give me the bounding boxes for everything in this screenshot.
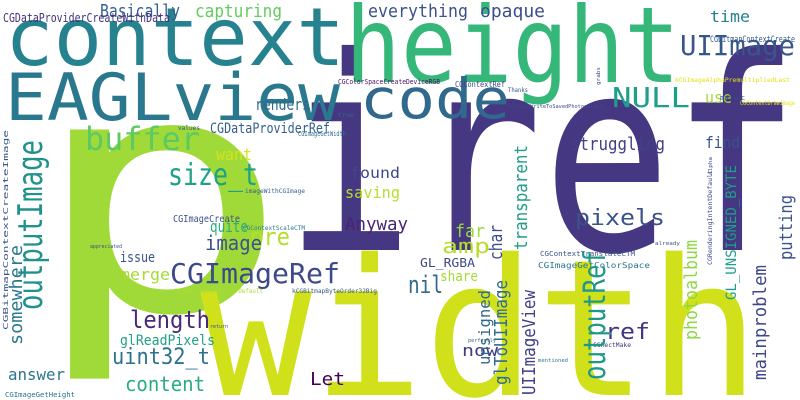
- word: NULL: [612, 81, 690, 114]
- word: CGBitmapContextCreateImage: [2, 130, 10, 330]
- word: Let: [310, 369, 345, 390]
- word: outputRef: [578, 250, 613, 380]
- word: CGDataProviderCreateWithData: [3, 11, 170, 25]
- word: use: [705, 88, 732, 107]
- word: answer: [8, 365, 65, 384]
- word: capturing: [195, 1, 282, 22]
- word: find: [705, 133, 740, 152]
- word: kCGImageAlphaPremultipliedLast: [675, 77, 790, 84]
- word: code: [360, 67, 510, 131]
- word: CGDataProviderRef: [210, 121, 330, 137]
- word: CGRenderingIntentDefault: [707, 170, 714, 265]
- word: time: [710, 7, 750, 26]
- word: true: [338, 112, 354, 119]
- word: pixels: [575, 206, 665, 231]
- word: far: [455, 221, 485, 242]
- word: merge: [120, 265, 170, 284]
- word: malloc: [720, 94, 745, 102]
- word: CGRectMake: [593, 342, 631, 349]
- word: imageWithCGImage: [245, 188, 305, 195]
- word: p: [30, 4, 290, 388]
- word: putting: [776, 195, 797, 260]
- word: Thanks: [508, 87, 528, 94]
- word: return: [210, 324, 228, 330]
- word: now: [462, 341, 498, 360]
- word: CGContextRef: [455, 80, 505, 89]
- word: Basically: [100, 1, 180, 22]
- word: perfectly: [468, 338, 496, 344]
- word: GL_RGBA: [420, 256, 476, 270]
- word: uint32_t: [112, 345, 210, 370]
- word: buffer: [85, 120, 200, 158]
- word: glReadPixels: [120, 333, 215, 349]
- word: CGBitmapContextCreate: [710, 35, 795, 45]
- word: length: [130, 306, 210, 334]
- word: kCGBitmapByteOrder32Big: [292, 288, 377, 295]
- word: mentioned: [538, 358, 568, 364]
- word: opaque: [480, 1, 545, 22]
- word: quite: [210, 217, 248, 236]
- word: GL_UNSIGNED_BYTE: [724, 165, 740, 300]
- word: renders: [255, 95, 310, 114]
- word: appreciated: [90, 244, 122, 250]
- word: CGColorSpaceCreateDeviceRGB: [338, 78, 440, 86]
- word: unsigned: [475, 290, 494, 365]
- word: CGImageRef: [170, 257, 340, 290]
- word: size_t: [168, 158, 258, 193]
- word: image: [205, 231, 262, 255]
- word: CGImageGetWidth: [298, 130, 346, 138]
- word: iref: [285, 0, 800, 314]
- word: saving: [345, 183, 400, 202]
- word: amp: [442, 234, 490, 258]
- word: mainproblem: [750, 265, 771, 380]
- word: ref: [605, 320, 650, 345]
- word: alpha: [708, 157, 714, 175]
- word: nil: [408, 271, 443, 299]
- word: EAGLview: [5, 61, 341, 136]
- word: kCGBitmapByteOrderDefault: [175, 288, 263, 295]
- word: UIImageView: [519, 290, 540, 395]
- word: CGContextScaleCTM: [243, 225, 305, 232]
- word: everything: [368, 1, 468, 22]
- word: grabs: [596, 67, 602, 85]
- word: want: [216, 145, 252, 164]
- word: issue: [120, 250, 155, 266]
- word: CGImageGetHeight: [5, 391, 75, 399]
- word: found: [350, 164, 400, 182]
- word: values: [178, 125, 200, 132]
- word: UIImage: [680, 29, 795, 62]
- word: glToUIImage: [491, 280, 512, 385]
- word: somewhere: [6, 245, 27, 345]
- word: CGImageCreate: [173, 214, 240, 225]
- word: Anyway: [345, 214, 408, 235]
- word: width: [200, 219, 760, 400]
- word: content: [125, 372, 205, 396]
- word: CGContextDrawImage: [740, 100, 795, 107]
- word: char: [486, 225, 507, 260]
- word: share: [440, 269, 478, 285]
- word: CGImageGetColorSpace: [538, 261, 650, 270]
- word: already: [655, 241, 680, 247]
- word: transparent: [511, 145, 532, 250]
- word: UIImageWriteToSavedPhotosAlbum: [508, 104, 603, 110]
- word: struggling: [570, 134, 665, 155]
- word: outputImage: [11, 140, 51, 310]
- word: pre: [250, 223, 290, 251]
- word: context: [5, 0, 345, 84]
- word: CGContextTranslateCTM: [540, 250, 635, 258]
- word: height: [345, 0, 680, 107]
- word: photoalbum: [681, 240, 702, 340]
